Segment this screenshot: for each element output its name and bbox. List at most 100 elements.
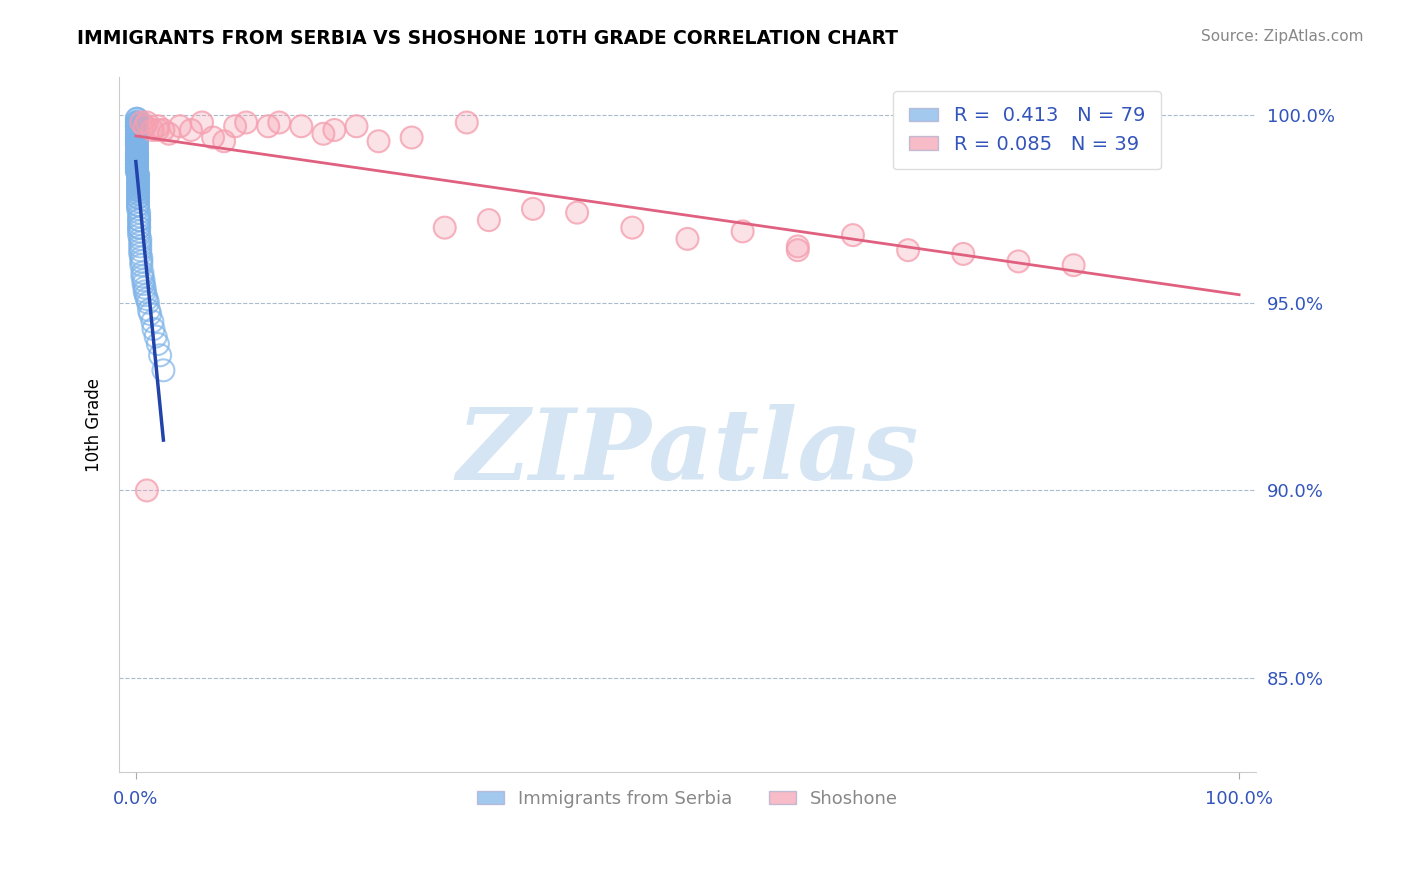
Point: [323, 123, 346, 137]
Point: [676, 232, 699, 246]
Point: [125, 145, 148, 160]
Point: [257, 120, 280, 134]
Point: [125, 134, 148, 148]
Point: [135, 115, 157, 129]
Point: [129, 243, 152, 257]
Point: [786, 243, 808, 257]
Point: [136, 295, 159, 310]
Point: [134, 281, 156, 295]
Point: [346, 120, 368, 134]
Point: [127, 171, 149, 186]
Point: [141, 123, 163, 137]
Point: [127, 176, 149, 190]
Point: [125, 112, 148, 126]
Point: [478, 213, 501, 227]
Point: [125, 112, 148, 126]
Point: [290, 120, 312, 134]
Point: [676, 232, 699, 246]
Point: [478, 213, 501, 227]
Point: [128, 228, 150, 243]
Point: [127, 168, 149, 182]
Point: [1007, 254, 1029, 268]
Y-axis label: 10th Grade: 10th Grade: [86, 377, 103, 472]
Point: [565, 205, 588, 219]
Point: [127, 194, 149, 209]
Point: [125, 142, 148, 156]
Point: [367, 134, 389, 148]
Point: [169, 120, 191, 134]
Point: [127, 198, 149, 212]
Point: [127, 198, 149, 212]
Point: [952, 247, 974, 261]
Point: [367, 134, 389, 148]
Point: [152, 123, 174, 137]
Point: [169, 120, 191, 134]
Point: [125, 115, 148, 129]
Point: [127, 176, 149, 190]
Point: [235, 115, 257, 129]
Point: [125, 157, 148, 171]
Point: [128, 213, 150, 227]
Point: [149, 348, 172, 362]
Point: [125, 164, 148, 178]
Point: [346, 120, 368, 134]
Point: [125, 120, 148, 134]
Point: [180, 123, 202, 137]
Point: [127, 168, 149, 182]
Point: [135, 115, 157, 129]
Point: [125, 115, 148, 129]
Point: [131, 254, 153, 268]
Point: [125, 134, 148, 148]
Point: [522, 202, 544, 216]
Point: [141, 314, 163, 328]
Point: [127, 191, 149, 205]
Point: [125, 120, 148, 134]
Point: [125, 115, 148, 129]
Point: [146, 120, 169, 134]
Point: [139, 307, 162, 321]
Point: [142, 322, 165, 336]
Point: [224, 120, 246, 134]
Point: [621, 220, 644, 235]
Point: [125, 123, 148, 137]
Point: [1007, 254, 1029, 268]
Point: [1063, 258, 1085, 272]
Point: [135, 483, 157, 498]
Point: [127, 171, 149, 186]
Point: [135, 288, 157, 302]
Point: [125, 161, 148, 175]
Point: [125, 145, 148, 160]
Point: [127, 191, 149, 205]
Point: [125, 145, 148, 160]
Point: [125, 127, 148, 141]
Point: [134, 285, 156, 299]
Point: [129, 247, 152, 261]
Point: [127, 176, 149, 190]
Point: [146, 123, 169, 137]
Point: [127, 168, 149, 182]
Point: [125, 130, 148, 145]
Point: [125, 134, 148, 148]
Point: [125, 123, 148, 137]
Point: [1063, 258, 1085, 272]
Point: [290, 120, 312, 134]
Point: [125, 138, 148, 153]
Point: [128, 210, 150, 224]
Point: [125, 138, 148, 153]
Point: [202, 130, 225, 145]
Point: [129, 232, 152, 246]
Point: [128, 217, 150, 231]
Point: [125, 112, 148, 126]
Point: [128, 224, 150, 238]
Point: [125, 164, 148, 178]
Point: [132, 273, 155, 287]
Point: [125, 123, 148, 137]
Point: [131, 251, 153, 265]
Point: [131, 115, 153, 129]
Point: [257, 120, 280, 134]
Point: [191, 115, 214, 129]
Point: [125, 130, 148, 145]
Point: [180, 123, 202, 137]
Point: [128, 220, 150, 235]
Point: [125, 153, 148, 167]
